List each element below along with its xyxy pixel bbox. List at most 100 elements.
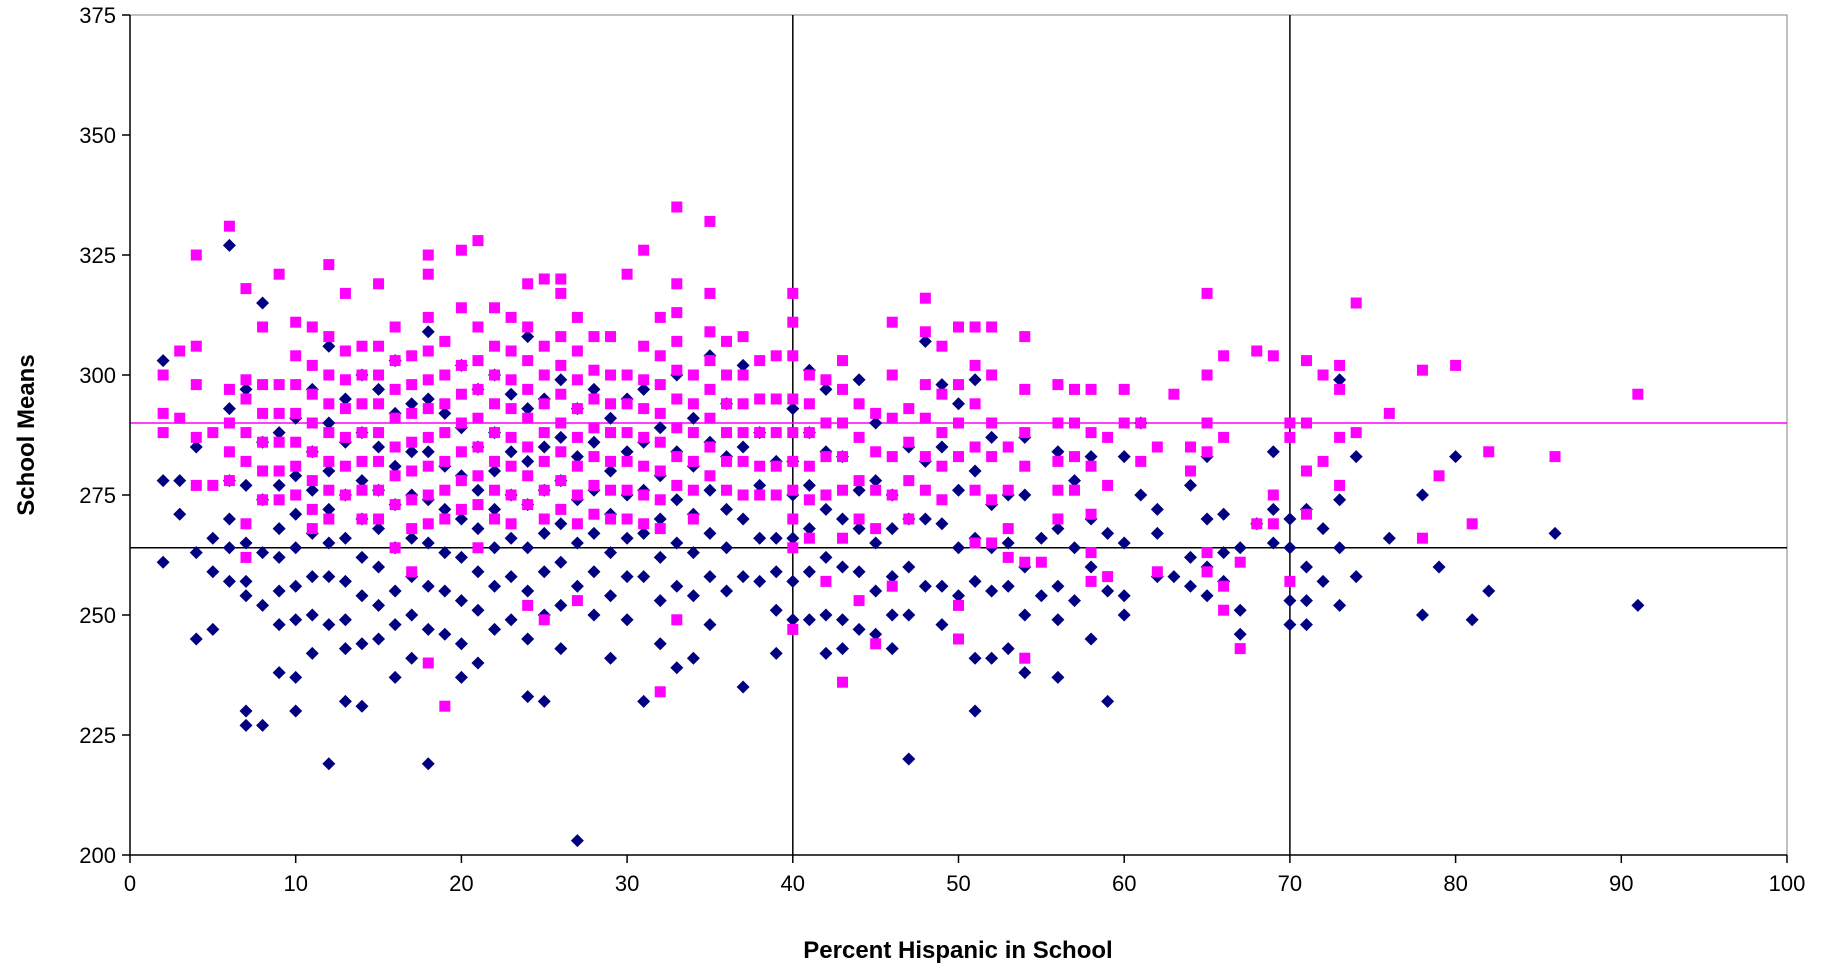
data-point-diamond xyxy=(1548,526,1562,540)
data-point-diamond xyxy=(587,608,601,622)
data-point-diamond xyxy=(1465,613,1479,627)
data-point-diamond xyxy=(802,478,816,492)
data-point-square xyxy=(737,398,749,410)
data-point-diamond xyxy=(852,522,866,536)
data-point-square xyxy=(223,475,235,487)
data-point-square xyxy=(837,676,849,688)
data-point-square xyxy=(704,470,716,482)
data-point-square xyxy=(190,431,202,443)
data-point-square xyxy=(803,369,815,381)
data-point-square xyxy=(638,460,650,472)
data-point-diamond xyxy=(587,382,601,396)
data-point-square xyxy=(1052,417,1064,429)
data-point-square xyxy=(406,494,418,506)
data-point-square xyxy=(190,249,202,261)
data-point-square xyxy=(273,465,285,477)
data-point-diamond xyxy=(1117,536,1131,550)
data-point-square xyxy=(704,326,716,338)
data-point-square xyxy=(1267,350,1279,362)
data-point-diamond xyxy=(1415,488,1429,502)
data-point-diamond xyxy=(405,531,419,545)
data-point-diamond xyxy=(289,507,303,521)
data-point-square xyxy=(704,287,716,299)
data-point-square xyxy=(787,316,799,328)
data-point-diamond xyxy=(686,589,700,603)
data-point-square xyxy=(555,475,567,487)
data-point-square xyxy=(1416,532,1428,544)
data-point-square xyxy=(555,503,567,515)
data-point-diamond xyxy=(1233,541,1247,555)
data-point-square xyxy=(671,451,683,463)
data-point-diamond xyxy=(1051,522,1065,536)
data-point-square xyxy=(654,523,666,535)
data-point-diamond xyxy=(1217,546,1231,560)
data-point-diamond xyxy=(653,637,667,651)
data-point-square xyxy=(588,451,600,463)
data-point-diamond xyxy=(852,622,866,636)
data-point-square xyxy=(969,441,981,453)
data-point-diamond xyxy=(1333,598,1347,612)
data-point-diamond xyxy=(1283,594,1297,608)
data-point-square xyxy=(1052,513,1064,525)
data-point-diamond xyxy=(1233,627,1247,641)
data-point-square xyxy=(406,407,418,419)
data-point-square xyxy=(257,436,269,448)
data-point-square xyxy=(1416,364,1428,376)
data-point-square xyxy=(1433,470,1445,482)
data-point-square xyxy=(306,523,318,535)
data-point-diamond xyxy=(1001,579,1015,593)
data-point-square xyxy=(1201,446,1213,458)
data-point-diamond xyxy=(355,699,369,713)
data-point-diamond xyxy=(189,440,203,454)
data-point-diamond xyxy=(918,579,932,593)
data-point-square xyxy=(555,417,567,429)
data-point-square xyxy=(257,494,269,506)
data-point-square xyxy=(1383,407,1395,419)
data-point-square xyxy=(671,335,683,347)
data-point-diamond xyxy=(421,325,435,339)
data-point-diamond xyxy=(272,478,286,492)
data-point-diamond xyxy=(918,512,932,526)
data-point-diamond xyxy=(438,502,452,516)
data-point-square xyxy=(505,431,517,443)
data-point-square xyxy=(721,484,733,496)
data-point-square xyxy=(886,489,898,501)
data-point-diamond xyxy=(902,608,916,622)
data-point-square xyxy=(654,436,666,448)
data-point-diamond xyxy=(935,440,949,454)
data-point-square xyxy=(339,287,351,299)
data-point-square xyxy=(605,427,617,439)
data-point-diamond xyxy=(769,603,783,617)
data-point-square xyxy=(936,427,948,439)
data-point-square xyxy=(422,345,434,357)
data-point-diamond xyxy=(769,531,783,545)
data-point-diamond xyxy=(1117,450,1131,464)
data-point-diamond xyxy=(305,646,319,660)
data-point-square xyxy=(704,441,716,453)
data-point-diamond xyxy=(620,445,634,459)
data-point-diamond xyxy=(1299,618,1313,632)
x-tick-label: 40 xyxy=(781,871,805,896)
data-point-diamond xyxy=(604,589,618,603)
data-point-square xyxy=(455,388,467,400)
data-point-diamond xyxy=(1482,584,1496,598)
data-point-square xyxy=(339,431,351,443)
data-point-diamond xyxy=(952,541,965,555)
data-point-square xyxy=(1218,431,1230,443)
data-point-square xyxy=(571,518,583,530)
data-point-square xyxy=(1201,369,1213,381)
data-point-diamond xyxy=(372,382,386,396)
data-point-square xyxy=(373,278,385,290)
data-point-diamond xyxy=(769,646,783,660)
data-point-diamond xyxy=(338,613,352,627)
data-point-square xyxy=(787,484,799,496)
data-point-square xyxy=(1251,345,1263,357)
data-point-square xyxy=(1002,523,1014,535)
data-point-square xyxy=(621,484,633,496)
data-point-square xyxy=(455,417,467,429)
data-point-square xyxy=(406,436,418,448)
data-point-square xyxy=(505,518,517,530)
data-point-square xyxy=(1019,556,1031,568)
data-point-square xyxy=(870,407,882,419)
